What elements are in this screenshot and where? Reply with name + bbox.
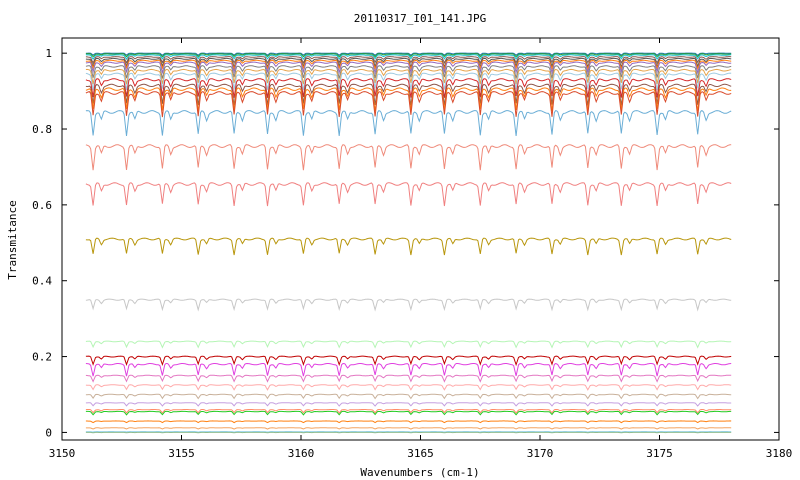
- x-tick-label: 3160: [288, 447, 315, 460]
- spectrum-series-line: [85, 53, 732, 58]
- series-layer: [85, 52, 732, 434]
- spectrum-series-line: [85, 59, 732, 71]
- spectrum-series-line: [85, 54, 732, 61]
- spectrum-series-line: [85, 374, 732, 383]
- spectrum-series-line: [85, 340, 732, 349]
- spectrum-series-line: [85, 52, 732, 56]
- y-tick-label: 0.2: [32, 351, 52, 364]
- spectrum-series-line: [85, 237, 732, 256]
- spectrum-series-line: [85, 362, 732, 377]
- y-axis-ticks: 0 0.2 0.4 0.6 0.8 1: [32, 47, 779, 439]
- spectrum-series-line: [85, 56, 732, 65]
- x-tick-label: 3180: [766, 447, 793, 460]
- y-tick-label: 0.8: [32, 123, 52, 136]
- spectrum-series-line: [85, 78, 732, 98]
- x-axis-ticks: 3150 3155 3160 3165 3170 3175 3180: [49, 38, 793, 460]
- spectrum-series-line: [85, 427, 732, 430]
- x-tick-label: 3170: [527, 447, 554, 460]
- x-tick-label: 3165: [407, 447, 434, 460]
- spectrum-series-line: [85, 408, 732, 414]
- spectrum-series-line: [85, 384, 732, 391]
- spectrum-series-line: [85, 182, 732, 207]
- spectrum-series-line: [85, 355, 732, 367]
- x-tick-label: 3175: [646, 447, 673, 460]
- spectrum-series-line: [85, 420, 732, 424]
- spectrum-series-line: [85, 61, 732, 75]
- spectrum-series-line: [85, 144, 732, 171]
- chart-title: 20110317_I01_141.JPG: [354, 12, 486, 25]
- y-tick-label: 0.4: [32, 275, 52, 288]
- spectrum-series-line: [85, 57, 732, 69]
- y-tick-label: 0.6: [32, 199, 52, 212]
- spectrum-series-line: [85, 110, 732, 137]
- x-axis-label: Wavenumbers (cm-1): [360, 466, 479, 479]
- spectrum-series-line: [85, 393, 732, 400]
- spectrum-series-line: [85, 72, 732, 91]
- y-axis-label: Transmitance: [6, 200, 19, 279]
- spectrum-series-line: [85, 91, 732, 118]
- spectrum-series-line: [85, 298, 732, 312]
- spectrum-series-line: [85, 83, 732, 106]
- spectrum-series-line: [85, 87, 732, 112]
- spectrum-series-line: [85, 402, 732, 407]
- y-tick-label: 1: [45, 47, 52, 60]
- spectrum-series-line: [85, 68, 732, 85]
- spectrum-series-line: [85, 65, 732, 79]
- spectrum-series-line: [85, 410, 732, 416]
- x-tick-label: 3150: [49, 447, 76, 460]
- spectrum-series-line: [85, 431, 732, 433]
- y-tick-label: 0: [45, 426, 52, 439]
- x-tick-label: 3155: [168, 447, 195, 460]
